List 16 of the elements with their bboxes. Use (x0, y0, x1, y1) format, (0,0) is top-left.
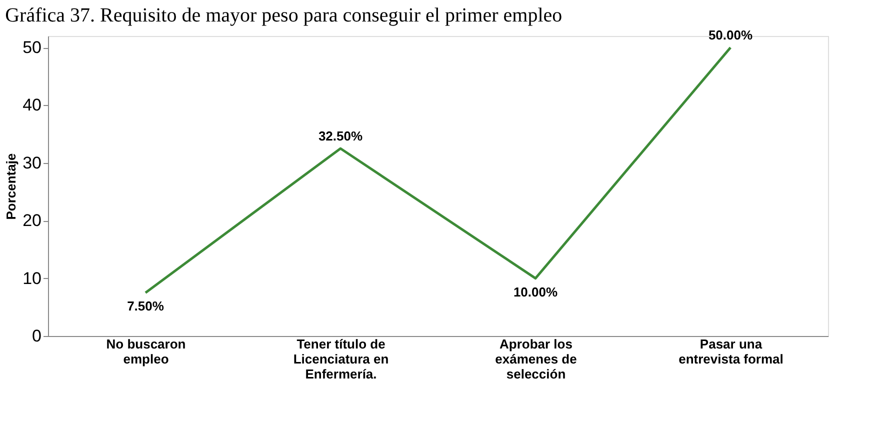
y-tick-label: 0 (32, 326, 42, 346)
data-label: 10.00% (513, 284, 558, 300)
y-tick-label: 50 (22, 38, 42, 58)
data-label: 7.50% (127, 298, 164, 314)
data-label: 32.50% (318, 128, 363, 144)
x-tick-label: Tener título de Licenciatura en Enfermería. (293, 336, 389, 382)
y-tick-label: 40 (22, 96, 42, 115)
x-tick-label: Aprobar los exámenes de selección (495, 336, 577, 382)
x-tick-label: No buscaron empleo (106, 336, 186, 366)
data-label: 50.00% (708, 28, 753, 43)
y-tick-label: 30 (22, 153, 42, 172)
x-tick-label: Pasar una entrevista formal (678, 336, 784, 366)
chart-title: Gráfica 37. Requisito de mayor peso para conseguir el primer empleo (5, 4, 562, 27)
y-axis-title: Porcentaje (4, 153, 19, 220)
y-tick-label: 10 (22, 268, 42, 288)
y-tick-label: 20 (22, 211, 42, 230)
